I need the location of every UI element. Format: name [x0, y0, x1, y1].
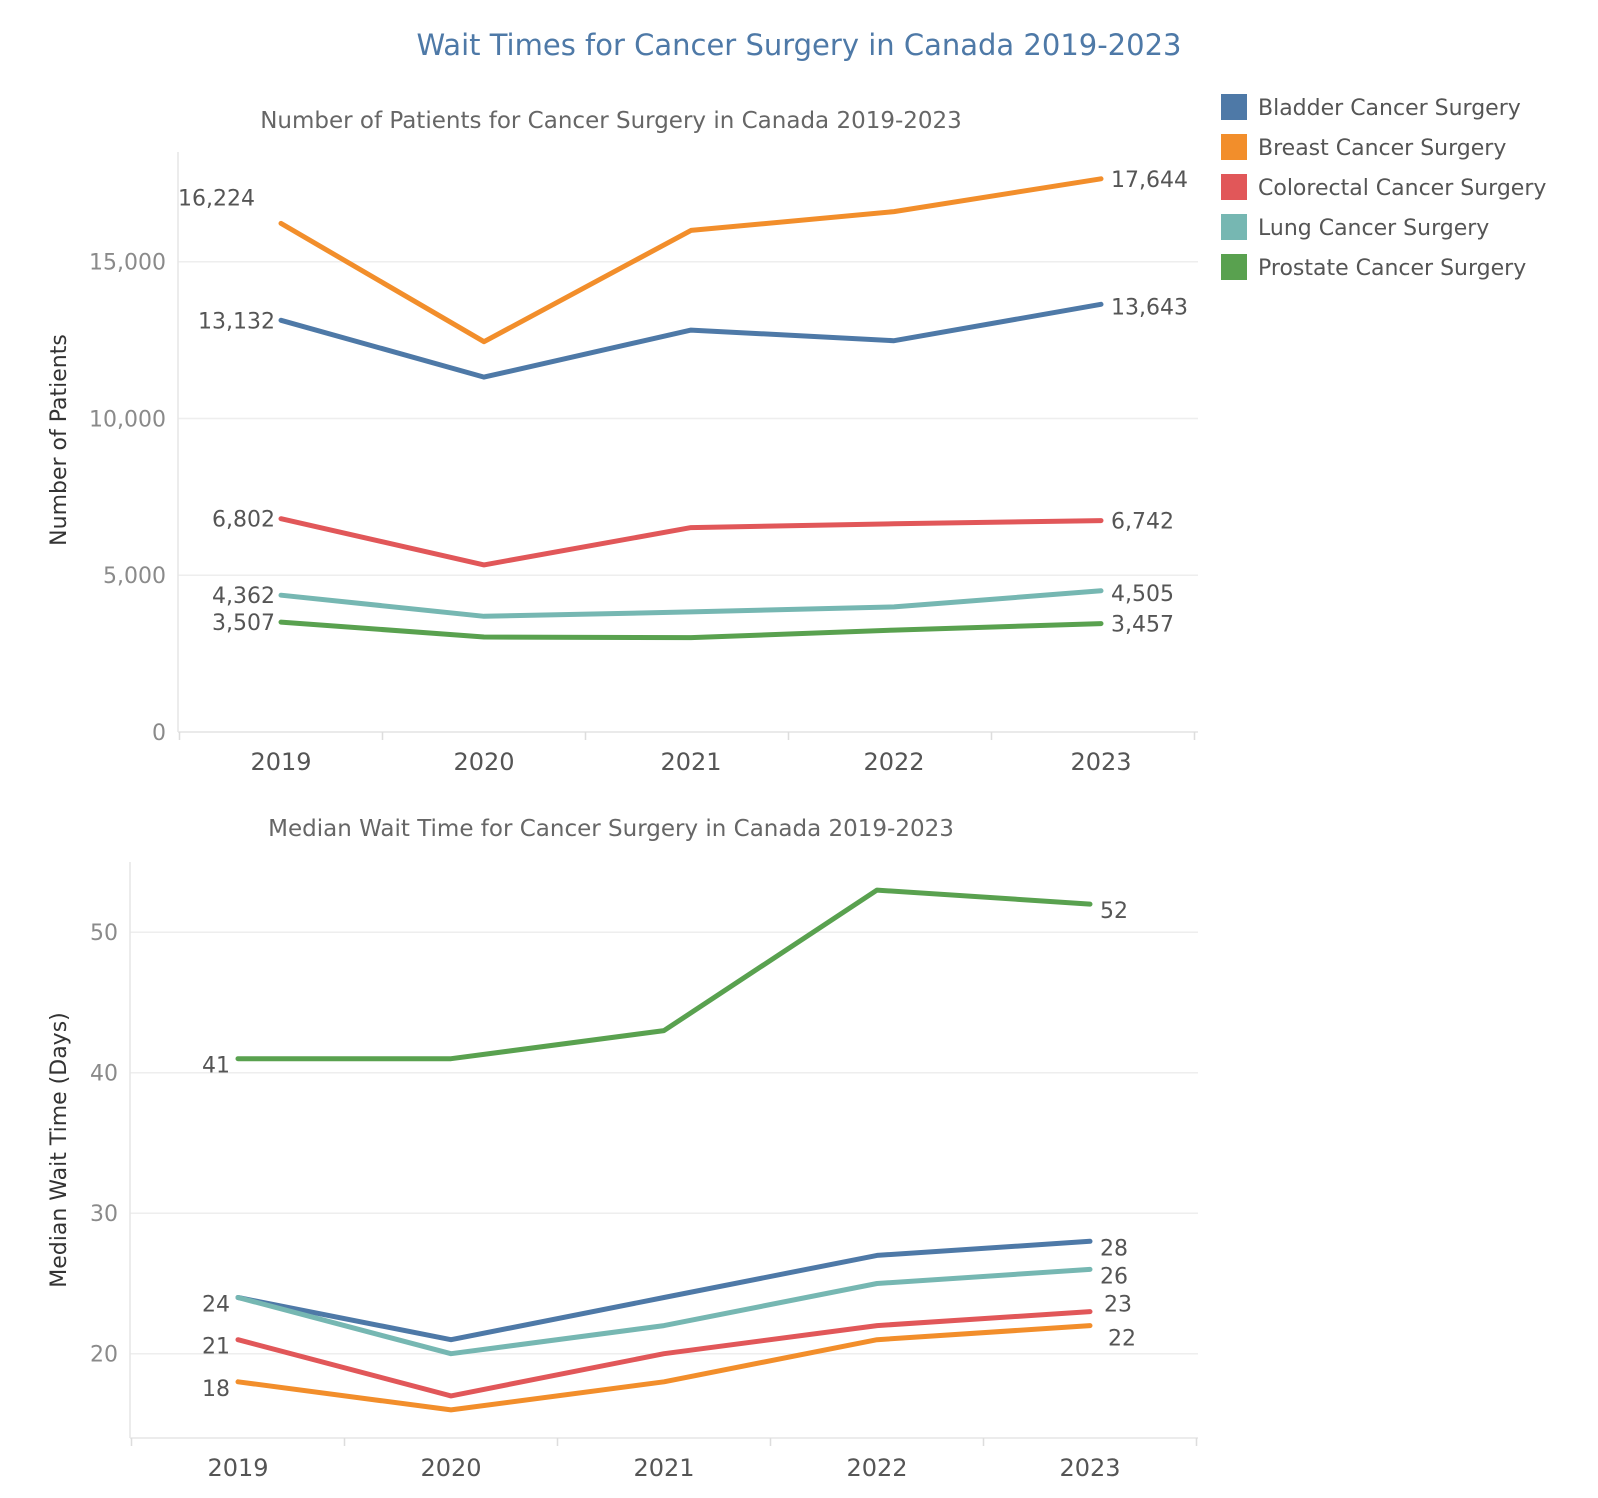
x-tick-label: 2021: [633, 1454, 694, 1482]
data-label: 28: [1100, 1236, 1128, 1261]
series-line-colorectal-cancer-surgery: [278, 516, 1104, 568]
legend-item[interactable]: Lung Cancer Surgery: [1221, 214, 1489, 241]
legend-item[interactable]: Bladder Cancer Surgery: [1221, 94, 1521, 121]
legend-label: Prostate Cancer Surgery: [1258, 256, 1526, 281]
series-line-breast-cancer-surgery: [278, 176, 1104, 345]
legend-swatch: [1221, 214, 1247, 240]
x-tick-label: 2019: [207, 1454, 268, 1482]
data-label: 3,457: [1111, 613, 1174, 638]
x-tick-label: 2023: [1070, 748, 1131, 776]
series-line-bladder-cancer-surgery: [278, 301, 1104, 380]
legend: Bladder Cancer Surgery Breast Cancer Surg…: [1221, 94, 1546, 281]
data-label: 52: [1100, 899, 1128, 924]
y-tick-label: 40: [90, 1062, 118, 1087]
y-tick-label: 20: [90, 1343, 118, 1368]
series-line-lung-cancer-surgery: [278, 588, 1104, 619]
data-label: 24: [202, 1293, 230, 1318]
legend-item[interactable]: Colorectal Cancer Surgery: [1221, 174, 1546, 201]
series-line-lung-cancer-surgery: [235, 1266, 1093, 1357]
x-tick-label: 2022: [846, 1454, 907, 1482]
y-tick-label: 10,000: [89, 407, 166, 432]
y-tick-label: 5,000: [103, 564, 166, 589]
x-tick-label: 2020: [420, 1454, 481, 1482]
data-label: 4,362: [212, 584, 275, 609]
data-label: 13,643: [1111, 295, 1188, 320]
series-line-breast-cancer-surgery: [235, 1323, 1093, 1413]
series-line-prostate-cancer-surgery: [278, 619, 1104, 641]
data-label: 18: [202, 1377, 230, 1402]
y-tick-label: 30: [90, 1202, 118, 1227]
data-label: 3,507: [212, 611, 275, 636]
dashboard-title: Wait Times for Cancer Surgery in Canada …: [416, 28, 1182, 62]
chart-subtitle: Number of Patients for Cancer Surgery in…: [260, 108, 962, 134]
legend-item[interactable]: Prostate Cancer Surgery: [1221, 254, 1526, 281]
data-label: 4,505: [1111, 582, 1174, 607]
data-label: 23: [1104, 1293, 1132, 1318]
data-label: 41: [202, 1054, 230, 1079]
series-line-colorectal-cancer-surgery: [235, 1309, 1093, 1399]
data-label: 21: [202, 1335, 230, 1360]
y-tick-label: 50: [90, 921, 118, 946]
legend-swatch: [1221, 94, 1247, 120]
y-axis-label: Median Wait Time (Days): [47, 1012, 72, 1287]
data-label: 6,742: [1111, 510, 1174, 535]
chart-wait-time: Median Wait Time for Cancer Surgery in C…: [47, 816, 1198, 1482]
legend-swatch: [1221, 254, 1247, 280]
legend-swatch: [1221, 134, 1247, 160]
x-tick-label: 2021: [660, 748, 721, 776]
series-line-prostate-cancer-surgery: [235, 887, 1093, 1062]
legend-item[interactable]: Breast Cancer Surgery: [1221, 134, 1506, 161]
legend-label: Colorectal Cancer Surgery: [1258, 176, 1546, 201]
y-tick-label: 0: [152, 721, 166, 746]
data-label: 26: [1100, 1264, 1128, 1289]
legend-swatch: [1221, 174, 1247, 200]
series-line-bladder-cancer-surgery: [235, 1238, 1093, 1343]
data-label: 22: [1108, 1327, 1136, 1352]
y-axis-label: Number of Patients: [47, 334, 72, 546]
data-label: 13,132: [198, 309, 275, 334]
data-label: 17,644: [1111, 168, 1188, 193]
chart-patients: Number of Patients for Cancer Surgery in…: [47, 108, 1198, 776]
x-tick-label: 2022: [863, 748, 924, 776]
x-tick-label: 2023: [1059, 1454, 1120, 1482]
x-tick-label: 2020: [453, 748, 514, 776]
legend-label: Breast Cancer Surgery: [1258, 136, 1506, 161]
chart-subtitle: Median Wait Time for Cancer Surgery in C…: [268, 816, 954, 842]
y-tick-label: 15,000: [89, 251, 166, 276]
data-label: 16,224: [178, 186, 255, 211]
x-tick-label: 2019: [250, 748, 311, 776]
legend-label: Lung Cancer Surgery: [1258, 216, 1489, 241]
legend-label: Bladder Cancer Surgery: [1258, 96, 1521, 121]
data-label: 6,802: [212, 508, 275, 533]
